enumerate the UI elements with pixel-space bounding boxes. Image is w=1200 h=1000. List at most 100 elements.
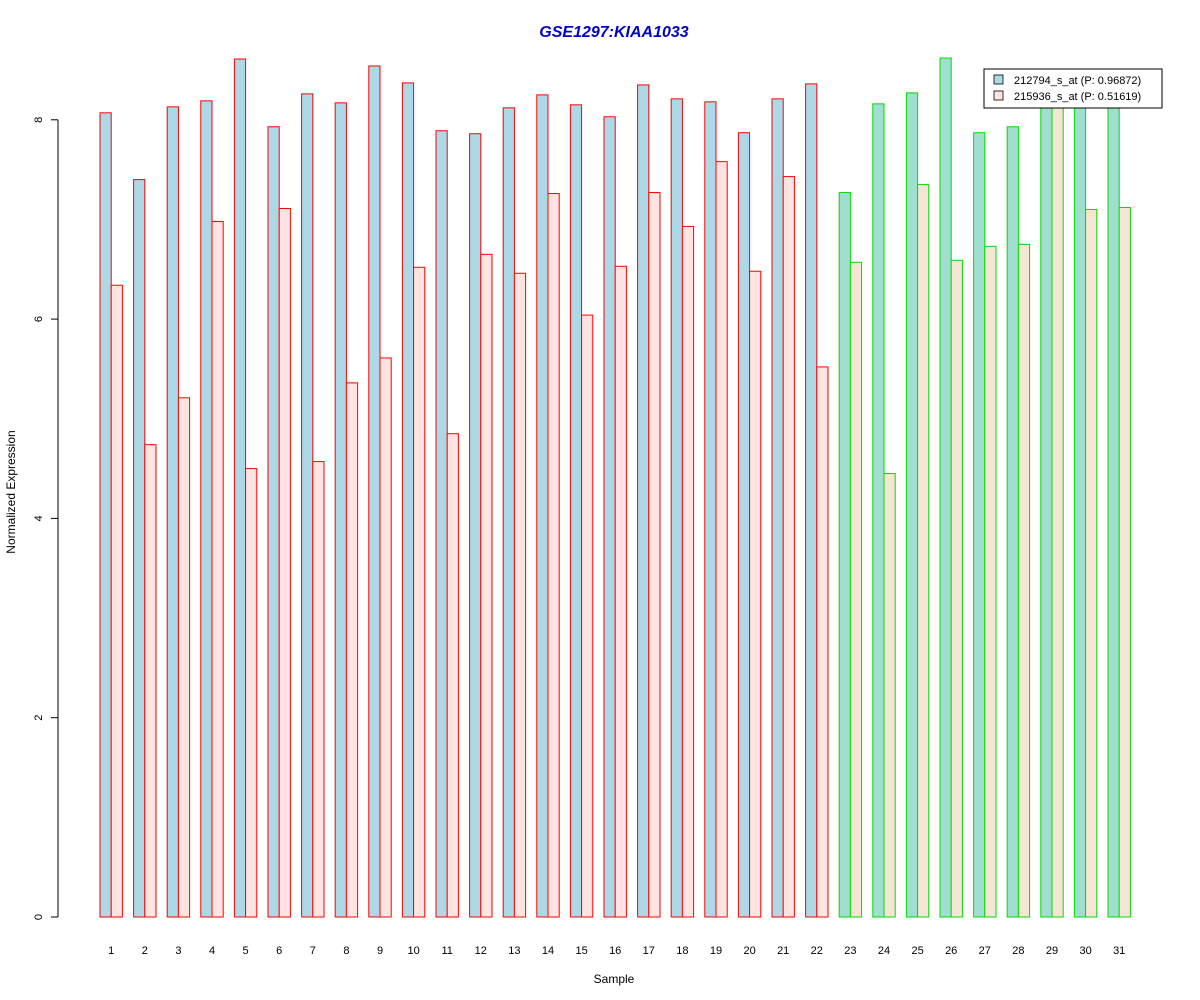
x-tick-label: 7 (310, 945, 316, 957)
x-tick-label: 2 (142, 945, 148, 957)
x-tick-labels: 1 2 3 4 5 6 7 8 9 10 11 12 13 14 15 16 17 18 19 20 21 22 23 24 2… (108, 945, 1125, 957)
bar-series-2 (446, 433, 459, 918)
bar-series-2 (513, 272, 527, 918)
y-axis: 0 2 4 6 8 (33, 117, 59, 920)
x-tick-label: 13 (508, 945, 520, 957)
bar-series-2 (782, 176, 795, 918)
bar-series-2 (681, 225, 695, 918)
x-tick-label: 8 (343, 945, 349, 957)
x-tick-label: 30 (1079, 945, 1091, 957)
bar-series-1 (469, 133, 482, 918)
bar-series-2 (883, 473, 896, 918)
bar-series-1 (133, 179, 146, 918)
legend-swatch-series-1 (993, 74, 1004, 85)
y-axis-label: Normalized Expression (4, 430, 18, 553)
x-tick-label: 1 (108, 945, 114, 957)
bar-series-2 (1051, 102, 1064, 918)
x-tick-label: 19 (710, 945, 722, 957)
bar-series-2 (648, 192, 661, 918)
legend-label-series-2: 215936_s_at (P: 0.51619) (1014, 91, 1141, 103)
y-tick-label: 0 (33, 914, 45, 920)
bar-series-1 (603, 116, 616, 918)
bar-series-1 (704, 101, 717, 918)
bar-series-1 (1073, 99, 1087, 918)
bar-series-2 (312, 461, 325, 918)
bar-series-2 (816, 366, 829, 918)
bar-series-2 (245, 468, 258, 918)
bar-series-2 (849, 261, 863, 918)
x-tick-label: 29 (1046, 945, 1058, 957)
bar-series-1 (637, 84, 650, 918)
x-tick-label: 27 (979, 945, 991, 957)
bar-series-1 (973, 132, 986, 918)
x-tick-label: 12 (475, 945, 487, 957)
bar-series-1 (334, 102, 347, 918)
x-tick-label: 18 (676, 945, 688, 957)
x-tick-label: 24 (878, 945, 890, 957)
bar-series-2 (278, 207, 291, 918)
x-axis-label: Sample (594, 972, 635, 986)
x-tick-label: 28 (1012, 945, 1024, 957)
x-tick-label: 20 (743, 945, 755, 957)
bar-series-1 (368, 65, 381, 918)
bar-series-1 (1040, 102, 1053, 918)
chart-title: GSE1297:KIAA1033 (539, 24, 689, 41)
bar-series-2 (984, 245, 997, 918)
bar-series-2 (1118, 206, 1131, 918)
x-tick-label: 15 (575, 945, 587, 957)
bar-series-2 (211, 220, 224, 918)
legend-swatch-series-2 (993, 90, 1004, 101)
bar-series-2 (749, 270, 762, 918)
bar-series-1 (200, 100, 213, 918)
x-tick-label: 4 (209, 945, 215, 957)
x-tick-label: 23 (844, 945, 856, 957)
bar-series-2 (547, 193, 560, 918)
x-tick-label: 22 (811, 945, 823, 957)
bar-series-2 (715, 161, 728, 918)
bar-series-1 (838, 192, 851, 918)
bar-series-1 (872, 103, 885, 918)
bar-series-1 (905, 92, 919, 918)
bar-series-2 (480, 253, 493, 918)
bar-series-1 (1107, 98, 1120, 918)
y-tick-label: 4 (33, 515, 45, 521)
bar-series-1 (569, 104, 583, 918)
bar-series-2 (581, 314, 594, 918)
legend-label-series-1: 212794_s_at (P: 0.96872) (1014, 75, 1141, 87)
legend: 212794_s_at (P: 0.96872) 215936_s_at (P:… (983, 68, 1163, 109)
x-tick-label: 14 (542, 945, 554, 957)
x-tick-label: 25 (911, 945, 923, 957)
y-tick-label: 2 (33, 715, 45, 721)
bar-series-2 (614, 265, 627, 918)
bar-series-1 (435, 130, 448, 918)
bar-series-1 (99, 112, 112, 918)
x-tick-label: 26 (945, 945, 957, 957)
bar-series-2 (144, 444, 157, 918)
bar-series-1 (805, 83, 818, 918)
y-tick-label: 8 (33, 117, 45, 123)
bar-series-1 (502, 107, 515, 918)
bar-series-2 (917, 184, 930, 918)
bar-series-1 (771, 98, 784, 918)
bar-series-2 (345, 382, 359, 918)
bar-series-2 (177, 397, 191, 918)
x-tick-label: 3 (175, 945, 181, 957)
legend-box (983, 68, 1163, 109)
x-tick-label: 5 (243, 945, 249, 957)
bar-series-1 (166, 106, 179, 918)
x-tick-label: 9 (377, 945, 383, 957)
bar-series-2 (950, 259, 963, 918)
bar-series-2 (379, 357, 392, 918)
bars (99, 57, 1131, 918)
bar-series-1 (401, 82, 415, 918)
bar-series-2 (413, 266, 426, 918)
x-tick-label: 11 (441, 945, 452, 957)
x-tick-label: 6 (276, 945, 282, 957)
x-tick-label: 16 (609, 945, 621, 957)
y-tick-label: 6 (33, 316, 45, 322)
bar-series-1 (301, 93, 314, 918)
bar-series-1 (536, 94, 549, 918)
bar-series-1 (939, 57, 952, 918)
bar-series-2 (110, 284, 123, 918)
